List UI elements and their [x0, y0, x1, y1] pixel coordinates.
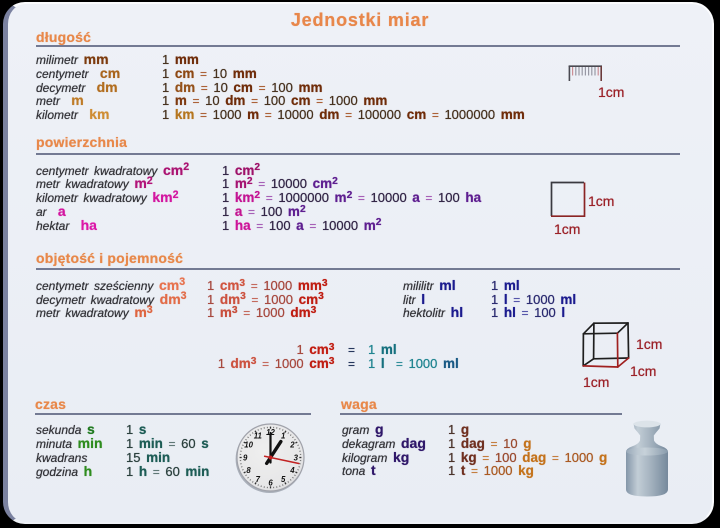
svg-text:1: 1 — [281, 431, 285, 440]
svg-text:4: 4 — [289, 466, 295, 475]
svg-text:3: 3 — [294, 453, 299, 462]
svg-text:8: 8 — [246, 466, 251, 475]
svg-text:7: 7 — [256, 475, 261, 484]
svg-text:11: 11 — [254, 431, 262, 440]
svg-text:2: 2 — [289, 441, 295, 450]
svg-text:5: 5 — [281, 475, 286, 484]
svg-text:10: 10 — [244, 441, 253, 450]
svg-text:9: 9 — [243, 453, 248, 462]
svg-text:6: 6 — [268, 479, 273, 488]
